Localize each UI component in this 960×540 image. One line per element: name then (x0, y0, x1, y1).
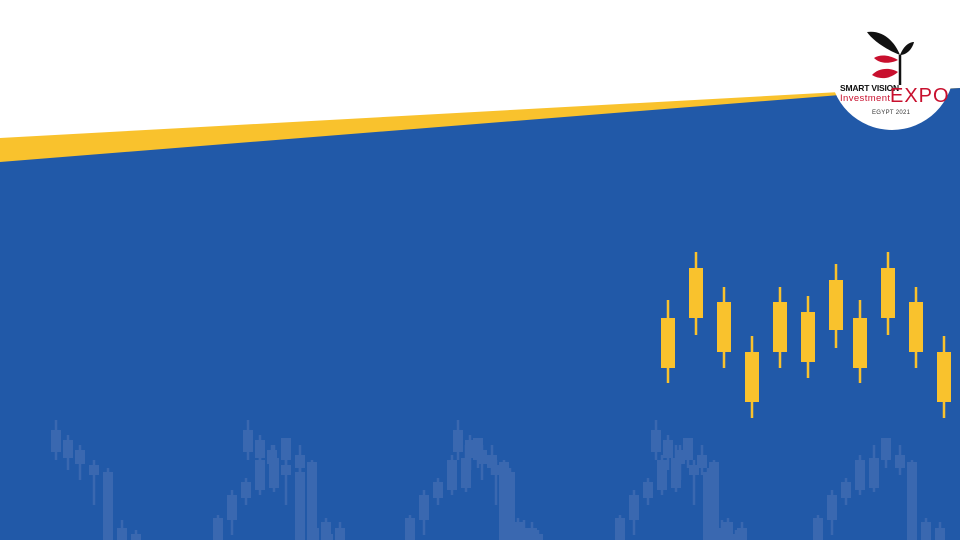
logo-text-investment: Investment (840, 93, 891, 104)
faded-candle (527, 522, 537, 540)
gold-candle (909, 287, 923, 368)
gold-candle (801, 296, 815, 378)
faded-candle (731, 530, 741, 540)
gold-candle (773, 287, 787, 368)
gold-candle (689, 252, 703, 335)
faded-candle (935, 522, 945, 540)
faded-candle (737, 522, 747, 540)
faded-candle (241, 478, 251, 505)
faded-candle (447, 455, 457, 495)
faded-candle (689, 460, 699, 505)
faded-candle (323, 530, 333, 540)
faded-candle (629, 490, 639, 535)
faded-candle (309, 520, 319, 540)
faded-candle (869, 445, 879, 492)
faded-candle (335, 522, 345, 540)
gold-candle (853, 300, 867, 383)
faded-candle (267, 445, 277, 480)
faded-candle (491, 460, 501, 505)
faded-candle (453, 420, 463, 460)
faded-candle (921, 518, 931, 540)
logo-text-smart-vision: SMART VISION (840, 83, 899, 93)
faded-candle (895, 445, 905, 475)
gold-candle (661, 300, 675, 383)
faded-candle (827, 490, 837, 535)
gold-candle (717, 287, 731, 368)
faded-candle (103, 468, 113, 540)
logo-circle (832, 6, 952, 130)
faded-candle (131, 530, 141, 540)
faded-candle (419, 490, 429, 535)
faded-candle (51, 420, 61, 460)
faded-candle (703, 468, 713, 540)
faded-candle (841, 478, 851, 505)
gold-candle (829, 264, 843, 348)
sprouting-plant-icon (867, 31, 914, 85)
faded-candle (505, 468, 515, 540)
faded-candle (117, 520, 127, 540)
faded-candle (519, 520, 529, 540)
faded-candle (227, 490, 237, 535)
faded-candle (813, 515, 823, 540)
faded-candle (907, 460, 917, 540)
faded-candle (697, 445, 707, 475)
faded-candle (709, 460, 719, 540)
faded-candle (405, 515, 415, 540)
faded-candle (255, 435, 265, 470)
faded-candle (855, 455, 865, 495)
faded-candle (75, 445, 85, 480)
faded-candle (513, 518, 523, 540)
faded-candle (281, 460, 291, 505)
logo-text-egypt-2021: EGYPT 2021 (872, 110, 911, 116)
gold-candle (881, 252, 895, 335)
faded-candlestick-pattern (51, 420, 945, 540)
faded-candle (663, 435, 673, 470)
faded-candle (433, 478, 443, 505)
faded-candle (651, 420, 661, 460)
faded-candle (465, 435, 475, 470)
faded-candle (477, 445, 487, 480)
gold-candle (937, 336, 951, 418)
faded-candle (295, 468, 305, 540)
faded-candle (881, 438, 891, 468)
faded-candle (723, 518, 733, 540)
faded-candle (675, 445, 685, 480)
gold-candle (745, 336, 759, 418)
expo-logo: SMART VISION Investment EXPO EGYPT 2021 (832, 0, 952, 142)
faded-candle (63, 435, 73, 470)
faded-candle (213, 515, 223, 540)
faded-candle (89, 460, 99, 505)
faded-candle (657, 455, 667, 495)
faded-candle (307, 460, 317, 540)
faded-candle (615, 515, 625, 540)
gold-candlestick-pattern (661, 252, 951, 418)
faded-candle (533, 530, 543, 540)
logo-text-expo: EXPO (890, 85, 950, 107)
blue-panel (0, 88, 960, 540)
faded-candle (643, 478, 653, 505)
faded-candle (717, 520, 727, 540)
faded-candle (683, 438, 693, 468)
faded-candle (243, 420, 253, 460)
faded-candle (499, 460, 509, 540)
